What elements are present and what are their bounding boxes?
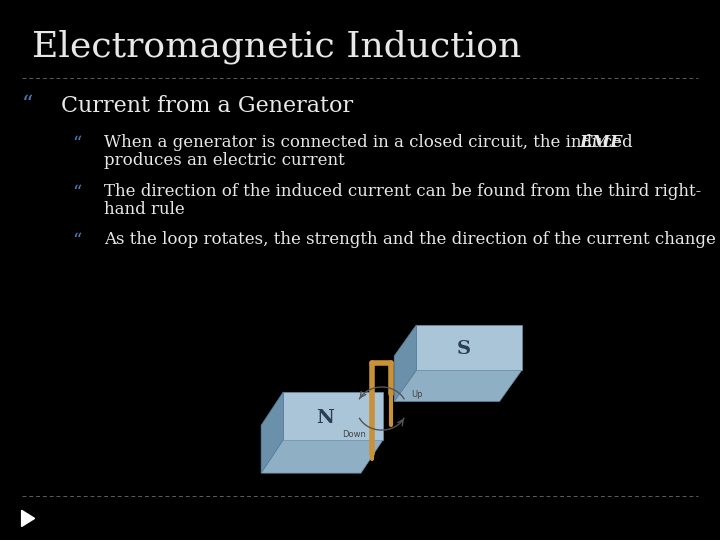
Text: “: “ xyxy=(22,94,33,117)
Text: hand rule: hand rule xyxy=(104,201,185,218)
Text: Electromagnetic Induction: Electromagnetic Induction xyxy=(32,30,522,64)
Polygon shape xyxy=(394,325,416,401)
Text: “: “ xyxy=(72,232,81,250)
Text: “: “ xyxy=(72,184,81,201)
Text: produces an electric current: produces an electric current xyxy=(104,152,345,169)
Text: Current from a Generator: Current from a Generator xyxy=(61,94,354,117)
Text: “: “ xyxy=(72,135,81,153)
Text: The direction of the induced current can be found from the third right-: The direction of the induced current can… xyxy=(104,183,702,199)
Polygon shape xyxy=(416,325,522,370)
Polygon shape xyxy=(284,392,383,440)
Polygon shape xyxy=(394,370,522,401)
Text: S: S xyxy=(456,340,470,358)
Text: Up: Up xyxy=(411,390,423,399)
Text: When a generator is connected in a closed circuit, the induced: When a generator is connected in a close… xyxy=(104,134,638,151)
Text: N: N xyxy=(316,409,334,427)
Polygon shape xyxy=(261,392,284,473)
Polygon shape xyxy=(22,510,35,526)
Polygon shape xyxy=(261,440,383,473)
Text: As the loop rotates, the strength and the direction of the current change: As the loop rotates, the strength and th… xyxy=(104,231,716,248)
Text: EMF: EMF xyxy=(580,134,622,151)
Text: Down: Down xyxy=(343,430,366,440)
